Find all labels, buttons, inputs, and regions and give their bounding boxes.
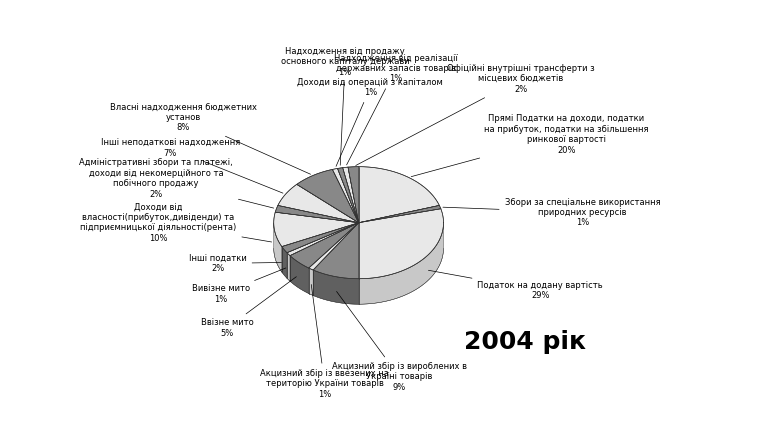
Polygon shape [309,223,358,270]
Text: Акцизний збір із вироблених в
Україні товарів
9%: Акцизний збір із вироблених в Україні то… [332,292,466,392]
Polygon shape [282,223,358,253]
Text: Збори за спеціальне використання
природних ресурсів
1%: Збори за спеціальне використання природн… [443,198,660,228]
Text: Акцизний збір із ввезених на
територію України товарів
1%: Акцизний збір із ввезених на територію У… [260,284,389,399]
Polygon shape [296,169,358,223]
Polygon shape [313,223,358,279]
Polygon shape [348,167,358,223]
Text: Прямі Податки на доходи, податки
на прибуток, податки на збільшення
ринкової вар: Прямі Податки на доходи, податки на приб… [411,114,649,177]
Text: Надходження від реалізації
державних запасів товарів
1%: Надходження від реалізації державних зап… [334,54,458,165]
Text: Офіційні внутрішні трансферти з
місцевих бюджетів
2%: Офіційні внутрішні трансферти з місцевих… [355,64,594,165]
Polygon shape [287,223,358,256]
Text: Надходження від продажу
основного капіталу держави
1%: Надходження від продажу основного капіта… [280,47,409,165]
Text: Податок на додану вартість
29%: Податок на додану вартість 29% [428,270,603,300]
Polygon shape [290,256,309,294]
Polygon shape [358,206,441,223]
Text: 2004 рік: 2004 рік [464,329,586,354]
Text: Власні надходження бюджетних
установ
8%: Власні надходження бюджетних установ 8% [110,103,310,174]
Polygon shape [273,223,282,272]
Polygon shape [358,209,444,279]
Polygon shape [332,168,358,223]
Text: Інші неподаткові надходження
7%: Інші неподаткові надходження 7% [100,138,283,193]
Polygon shape [342,167,358,223]
Polygon shape [278,184,358,223]
Polygon shape [358,223,444,304]
Text: Доходи від операцій з капіталом
1%: Доходи від операцій з капіталом 1% [297,78,444,166]
Polygon shape [275,206,358,223]
Polygon shape [358,167,440,223]
Polygon shape [338,168,358,223]
Text: Ввізне мито
5%: Ввізне мито 5% [201,277,296,338]
Text: Адміністративні збори та платежі,
доходи від некомерційного та
побічного продажу: Адміністративні збори та платежі, доходи… [79,158,273,208]
Polygon shape [287,253,290,281]
Text: Інші податки
2%: Інші податки 2% [188,254,281,273]
Polygon shape [282,247,287,278]
Polygon shape [313,270,358,304]
Polygon shape [273,212,358,247]
Text: Вивізне мито
1%: Вивізне мито 1% [192,268,286,304]
Polygon shape [309,268,313,295]
Polygon shape [290,223,358,268]
Text: Доходи від
власності(прибуток,дивіденди) та
підприємницької діяльності(рента)
10: Доходи від власності(прибуток,дивіденди)… [80,202,272,243]
